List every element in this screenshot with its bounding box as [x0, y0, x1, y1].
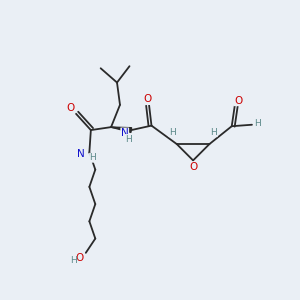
Text: H: H	[125, 134, 132, 143]
Text: O: O	[76, 253, 84, 263]
Polygon shape	[111, 127, 132, 132]
Text: H: H	[70, 256, 77, 265]
Text: O: O	[189, 162, 197, 172]
Text: H: H	[90, 153, 96, 162]
Text: N: N	[121, 128, 129, 138]
Text: H: H	[211, 128, 217, 137]
Text: O: O	[234, 96, 242, 106]
Text: O: O	[67, 103, 75, 113]
Text: H: H	[169, 128, 176, 137]
Text: N: N	[77, 149, 85, 159]
Text: O: O	[143, 94, 152, 104]
Text: H: H	[254, 119, 261, 128]
